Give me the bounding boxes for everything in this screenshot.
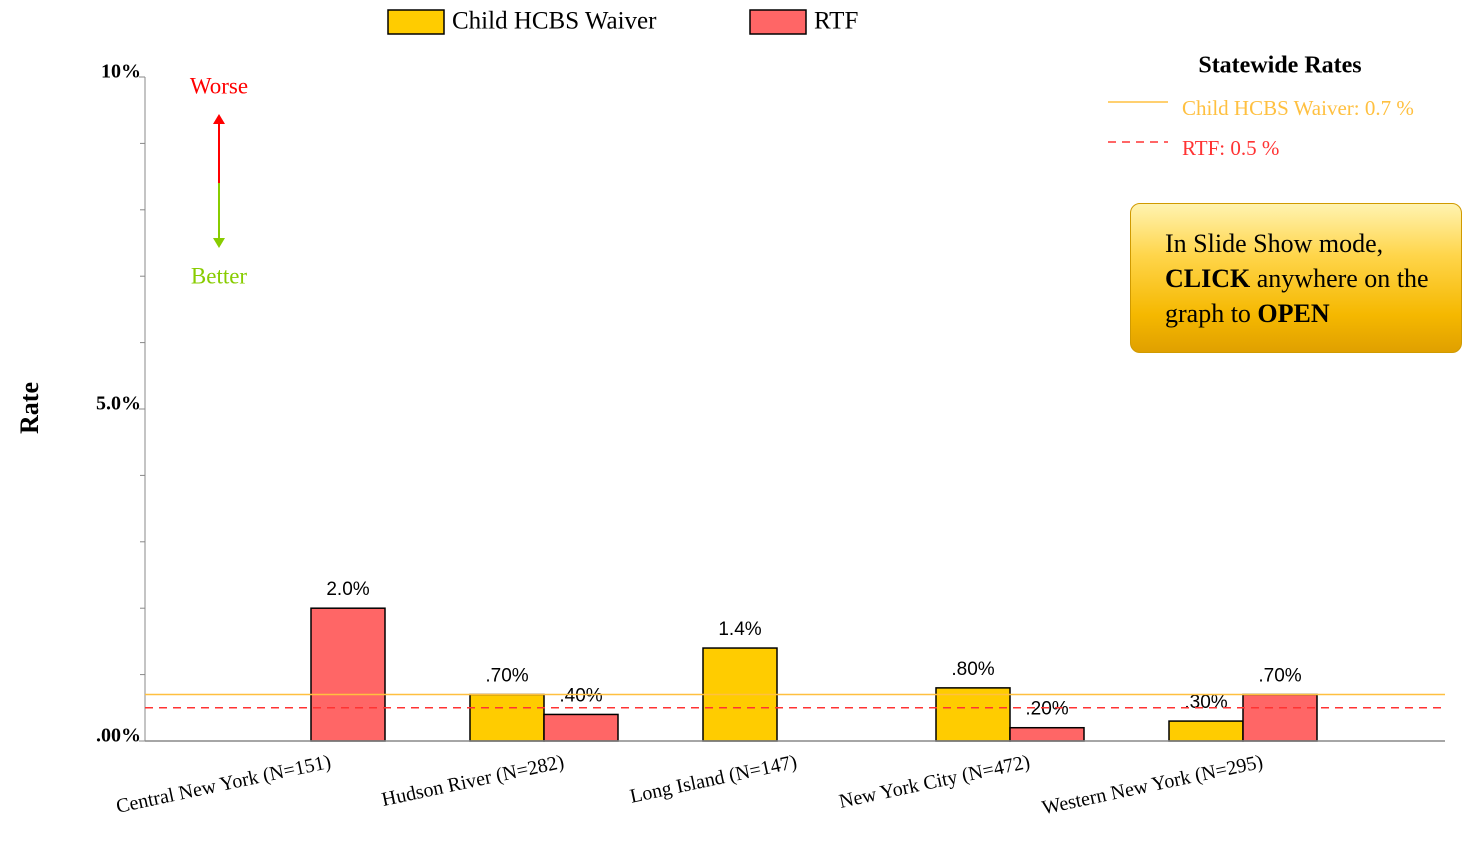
value-label: .40% <box>559 685 602 706</box>
bar <box>469 693 545 742</box>
bar <box>1168 720 1244 742</box>
y-tick-label: .00% <box>96 725 141 747</box>
bar <box>310 607 386 742</box>
value-label: 1.4% <box>718 619 761 640</box>
reference-legend-label: RTF: 0.5 % <box>1182 136 1279 160</box>
value-label: .70% <box>485 666 528 687</box>
x-tick-label: Long Island (N=147) <box>628 751 799 808</box>
bar <box>1242 693 1318 742</box>
better-label: Better <box>191 263 248 288</box>
y-tick-label: 5.0% <box>96 393 141 415</box>
legend-swatch <box>387 9 445 35</box>
note-text: anywhere on <box>1256 264 1391 293</box>
note-bold: OPEN <box>1257 299 1330 328</box>
y-tick-label: 10% <box>101 61 141 83</box>
note-text: In Slide Show mode, <box>1165 229 1384 258</box>
x-tick-label: Western New York (N=295) <box>1040 751 1265 819</box>
x-tick-label: Central New York (N=151) <box>114 751 333 818</box>
reference-legend-label: Child HCBS Waiver: 0.7 % <box>1182 96 1414 120</box>
legend-swatch <box>749 9 807 35</box>
legend-label: RTF <box>814 8 858 35</box>
worse-label: Worse <box>190 73 248 98</box>
note-bold: CLICK <box>1165 264 1251 293</box>
value-label: .70% <box>1258 666 1301 687</box>
bar <box>1009 726 1085 742</box>
y-axis-label: Rate <box>15 382 44 434</box>
x-tick-label: New York City (N=472) <box>837 751 1032 813</box>
bar <box>935 687 1011 742</box>
worse-arrowhead <box>213 114 225 124</box>
value-label: .20% <box>1025 699 1068 720</box>
note-box[interactable]: In Slide Show mode, CLICK anywhere on th… <box>1130 203 1462 353</box>
value-label: .80% <box>951 659 994 680</box>
bar <box>543 713 619 742</box>
note-text: the graph to <box>1165 264 1429 328</box>
legend-label: Child HCBS Waiver <box>452 8 657 35</box>
better-arrowhead <box>213 238 225 248</box>
x-tick-label: Hudson River (N=282) <box>380 751 566 811</box>
reference-title: Statewide Rates <box>1198 53 1361 79</box>
value-label: 2.0% <box>326 579 369 600</box>
